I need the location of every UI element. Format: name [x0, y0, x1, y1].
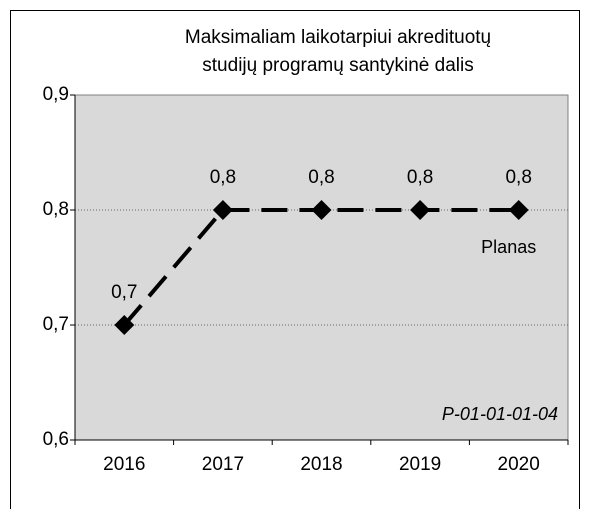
marker — [212, 200, 233, 220]
data-label: 0,7 — [111, 282, 137, 303]
chart-title: Maksimaliam laikotarpiui akredituotų — [185, 27, 491, 48]
annotation: P-01-01-01-04 — [442, 404, 558, 424]
marker — [508, 200, 529, 220]
y-tick-label: 0,9 — [43, 84, 69, 105]
plot-area — [74, 94, 569, 441]
x-tick-label: 2017 — [202, 454, 244, 475]
data-label: 0,8 — [210, 167, 236, 188]
marker — [311, 200, 332, 220]
data-label: 0,8 — [505, 167, 531, 188]
data-label: 0,8 — [308, 167, 334, 188]
data-label: 0,8 — [407, 167, 433, 188]
y-tick-label: 0,6 — [43, 429, 69, 450]
x-tick-label: 2016 — [103, 454, 145, 475]
marker — [114, 315, 135, 335]
y-tick-label: 0,7 — [43, 314, 69, 335]
chart-border — [10, 10, 580, 509]
y-tick-label: 0,8 — [43, 199, 69, 220]
legend-label: Planas — [481, 237, 536, 257]
x-tick-label: 2020 — [498, 454, 540, 475]
x-tick-label: 2019 — [399, 454, 441, 475]
x-tick-label: 2018 — [300, 454, 342, 475]
marker — [410, 200, 431, 220]
chart-title: studijų programų santykinė dalis — [202, 55, 473, 76]
